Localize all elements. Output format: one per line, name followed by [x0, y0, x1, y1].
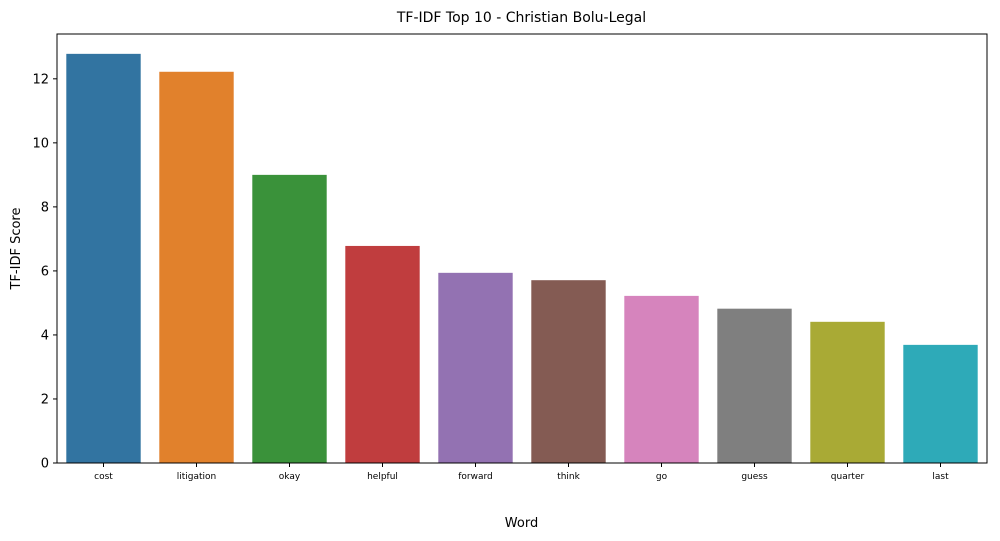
y-tick-label: 2: [41, 392, 49, 407]
bar-okay: [252, 174, 327, 464]
x-tick-label: go: [656, 472, 668, 482]
bar-go: [624, 295, 699, 463]
y-tick-label: 10: [32, 136, 49, 151]
x-tick-label: forward: [458, 472, 493, 482]
x-axis-ticks: cost litigation okay helpful forward think go g…: [94, 463, 949, 482]
y-axis-ticks: 0 2 4 6 8 10 12: [32, 72, 57, 472]
bar-helpful: [345, 245, 420, 463]
x-tick-label: okay: [279, 472, 301, 482]
x-tick-label: guess: [741, 472, 768, 482]
bars-group: [66, 53, 978, 464]
x-tick-label: quarter: [831, 472, 865, 482]
bar-think: [531, 280, 606, 463]
x-tick-label: helpful: [367, 472, 398, 482]
y-tick-label: 12: [32, 72, 49, 87]
x-tick-label: last: [932, 472, 949, 482]
chart-title: TF-IDF Top 10 - Christian Bolu-Legal: [396, 10, 646, 26]
x-tick-label: cost: [94, 472, 113, 482]
bar-cost: [66, 53, 141, 464]
bar-litigation: [159, 71, 234, 463]
bar-guess: [717, 308, 792, 463]
plot-frame: [56, 33, 988, 464]
y-tick-label: 4: [41, 328, 49, 343]
bar-last: [903, 344, 978, 463]
bar-forward: [438, 272, 513, 463]
x-tick-label: litigation: [177, 472, 217, 482]
x-axis-label: Word: [505, 516, 538, 531]
y-tick-label: 6: [41, 264, 49, 279]
x-tick-label: think: [557, 472, 580, 482]
y-tick-label: 8: [41, 200, 49, 215]
bar-quarter: [810, 321, 885, 463]
y-axis-label: TF-IDF Score: [9, 208, 24, 291]
y-tick-label: 0: [41, 457, 49, 472]
